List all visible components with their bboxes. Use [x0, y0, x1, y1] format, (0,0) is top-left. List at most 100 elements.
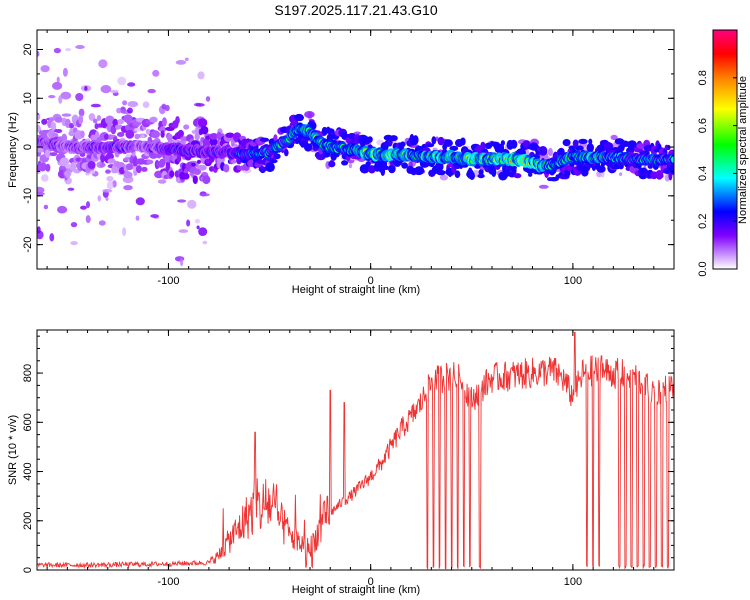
spectrogram-cell [65, 48, 72, 52]
spectrogram-cell [572, 139, 579, 148]
spectrogram-cell [325, 128, 335, 135]
snr-y-tick-label: 800 [22, 364, 34, 382]
spectrogram-cell [230, 159, 237, 164]
spectrogram-cell [41, 118, 48, 125]
spectrogram-cell [117, 76, 127, 86]
spectrogram-cell [199, 193, 210, 197]
spectrogram-cell [284, 148, 289, 157]
spectrogram-cell [100, 85, 112, 94]
spectrogram-x-tick-label: 0 [368, 275, 374, 287]
spectrogram-cell [454, 170, 461, 178]
spectrogram-cell [304, 111, 315, 118]
spectrogram-cell [159, 158, 166, 166]
spectrogram-cell [127, 101, 139, 108]
spectrogram-cell [38, 162, 47, 172]
spectrogram-cell [510, 139, 518, 149]
spectrogram-cell [513, 173, 522, 179]
spectrogram-cell [44, 149, 52, 158]
colorbar-ticks: 0.0 0.2 0.4 0.6 0.8 [697, 70, 737, 277]
spectrogram-cell [671, 156, 674, 163]
spectrogram-cell [37, 51, 40, 57]
spectrogram-cell [477, 173, 485, 179]
spectrogram-cell [341, 160, 349, 166]
spectrogram-cell [84, 86, 88, 91]
spectrogram-cell [60, 91, 72, 100]
spectrogram-cell [123, 185, 133, 191]
spectrogram-cell [610, 134, 618, 141]
snr-panel: -100 0 100 0 200 400 600 800 Height of straight… [7, 329, 675, 596]
spectrogram-cell [122, 227, 127, 237]
spectrogram-cell [439, 174, 448, 181]
spectrogram-cell [75, 45, 85, 49]
spectrogram-cell [258, 166, 267, 173]
spectrogram-cell [417, 168, 425, 173]
spectrogram-cell [192, 175, 198, 185]
spectrogram-cell [126, 163, 134, 171]
spectrogram-cell [196, 159, 202, 164]
spectrogram-cell [157, 179, 167, 184]
spectrogram-cell [49, 152, 58, 157]
spectrogram-cell [194, 218, 200, 224]
spectrogram-cell [165, 104, 170, 112]
spectrogram-cell [202, 240, 208, 245]
spectrogram-cell [328, 160, 336, 168]
colorbar-tick-label: 0.8 [697, 70, 709, 85]
colorbar-gradient [712, 29, 738, 270]
spectrogram-cell [209, 133, 218, 140]
spectrogram-cell [588, 138, 593, 145]
snr-y-tick-label: 400 [22, 462, 34, 480]
spectrogram-cell [135, 215, 140, 221]
spectrogram-cell [193, 168, 201, 175]
spectrogram-cell [182, 173, 190, 180]
spectrogram-cell [152, 69, 160, 77]
spectrogram-cell [68, 130, 75, 137]
spectrogram-cell [437, 136, 445, 146]
spectrogram-cell [259, 137, 270, 142]
snr-x-tick-label: -100 [157, 576, 179, 588]
spectrogram-y-tick-label: 20 [22, 43, 34, 55]
snr-y-tick-label: 600 [22, 413, 34, 431]
spectrogram-cell [105, 152, 115, 161]
snr-x-tick-label: 100 [564, 576, 582, 588]
spectrogram-cell [197, 71, 205, 80]
spectrogram-cell [136, 158, 146, 165]
spectrogram-cell [186, 219, 191, 227]
spectrogram-cell [562, 139, 571, 147]
spectrogram-cell [367, 136, 373, 143]
spectrogram-cell [196, 164, 207, 171]
spectrogram-cell [123, 171, 133, 179]
spectrogram-cell [198, 227, 208, 237]
spectrogram-cell [180, 258, 184, 267]
spectrogram-cell [149, 116, 158, 123]
snr-series-line [37, 332, 674, 570]
spectrogram-cell [59, 157, 70, 167]
spectrogram-frame [36, 29, 675, 270]
snr-x-axis-label: Height of straight line (km) [292, 584, 420, 596]
spectrogram-cell [107, 158, 116, 164]
spectrogram-cell [127, 107, 133, 114]
spectrogram-cell [102, 189, 113, 193]
spectrogram-cell [603, 142, 614, 151]
spectrogram-cell [460, 137, 466, 146]
spectrogram-cell [142, 101, 150, 108]
spectrogram-cell [97, 195, 102, 202]
spectrogram-cell [98, 59, 108, 69]
spectrogram-cell [627, 140, 637, 150]
spectrogram-x-tick-label: -100 [157, 275, 179, 287]
spectrogram-cell [41, 174, 49, 182]
spectrogram-cell [596, 165, 606, 173]
spectrogram-cell [575, 145, 584, 151]
spectrogram-cell [669, 164, 674, 175]
spectrogram-cell [196, 225, 200, 230]
spectrogram-cell [53, 47, 62, 54]
spectrogram-cell [132, 157, 138, 167]
figure-title: S197.2025.117.21.43.G10 [274, 2, 437, 18]
spectrogram-cell [175, 60, 187, 65]
spectrogram-cell [294, 113, 304, 122]
spectrogram-cell [225, 132, 235, 138]
spectrogram-cell [57, 205, 68, 214]
spectrogram-cell [110, 89, 119, 94]
spectrogram-cell [125, 129, 135, 139]
spectrogram-cell [37, 226, 41, 234]
